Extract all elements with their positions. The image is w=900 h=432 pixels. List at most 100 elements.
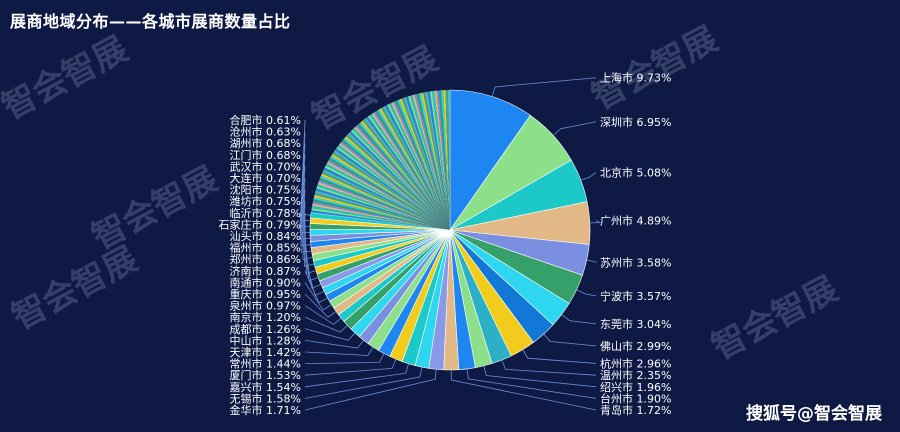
pie-slice-other[interactable] <box>317 184 450 230</box>
pie-slice-other[interactable] <box>364 117 450 230</box>
pie-slice-other[interactable] <box>438 90 450 231</box>
pie-slice-other[interactable] <box>432 90 450 230</box>
pie-slice-other[interactable] <box>314 192 450 230</box>
pie-slice-other[interactable] <box>330 155 450 230</box>
slice-label-福州市: 福州市 0.85% <box>230 241 301 255</box>
pie-slice-other[interactable] <box>312 201 450 230</box>
slice-label-深圳市: 深圳市 6.95% <box>600 115 671 129</box>
pie-slice-other[interactable] <box>331 153 450 230</box>
pie-slice-other[interactable] <box>326 161 450 230</box>
pie-slice-other[interactable] <box>377 109 450 230</box>
pie-slice-other[interactable] <box>322 169 450 230</box>
pie-slice-other[interactable] <box>405 96 450 230</box>
pie-slice-other[interactable] <box>312 199 450 230</box>
pie-slice-other[interactable] <box>360 120 450 230</box>
pie-slice-other[interactable] <box>381 107 450 230</box>
pie-slice-other[interactable] <box>407 95 450 230</box>
pie-slice-other[interactable] <box>447 90 450 230</box>
pie-slice-other[interactable] <box>350 129 450 230</box>
leader-line-嘉兴市 <box>304 363 409 388</box>
pie-slice-other[interactable] <box>311 210 450 230</box>
pie-slice-other[interactable] <box>312 203 450 230</box>
pie-slice-other[interactable] <box>338 142 450 230</box>
pie-slice-other[interactable] <box>443 90 450 230</box>
pie-slice-other[interactable] <box>373 111 450 230</box>
pie-slice-other[interactable] <box>313 194 450 230</box>
pie-slice-other[interactable] <box>412 94 450 230</box>
pie-slice-other[interactable] <box>385 104 450 230</box>
pie-slice-other[interactable] <box>313 197 450 230</box>
pie-slice-other[interactable] <box>352 128 450 230</box>
pie-slice-other[interactable] <box>320 173 450 230</box>
pie-slice-other[interactable] <box>369 114 450 230</box>
pie-slice-other[interactable] <box>315 190 450 230</box>
pie-slice-other[interactable] <box>325 163 450 230</box>
pie-slice-other[interactable] <box>341 139 450 230</box>
pie-slice-other[interactable] <box>327 159 450 230</box>
pie-slice-other[interactable] <box>371 112 450 230</box>
pie-slice-other[interactable] <box>379 108 450 230</box>
pie-slice-other[interactable] <box>367 115 450 230</box>
pie-slice-other[interactable] <box>434 90 450 231</box>
pie-slice-other[interactable] <box>344 136 450 230</box>
pie-slice-other[interactable] <box>336 146 450 230</box>
pie-slice-other[interactable] <box>445 90 450 230</box>
pie-slice-other[interactable] <box>319 177 450 230</box>
pie-slice-other[interactable] <box>403 97 450 230</box>
pie-slice-other[interactable] <box>337 144 450 230</box>
pie-slice-other[interactable] <box>321 171 450 230</box>
pie-slice-other[interactable] <box>328 157 450 230</box>
pie-slice-other[interactable] <box>389 102 450 230</box>
pie-slice-other[interactable] <box>311 208 450 230</box>
pie-slice-other[interactable] <box>317 182 450 230</box>
pie-slice-other[interactable] <box>311 205 450 230</box>
pie-slice-other[interactable] <box>387 103 450 230</box>
pie-slice-other[interactable] <box>418 93 450 230</box>
pie-slice-other[interactable] <box>349 131 450 230</box>
pie-slice-other[interactable] <box>383 105 450 230</box>
pie-slice-other[interactable] <box>359 122 450 230</box>
pie-slice-other[interactable] <box>354 126 450 230</box>
pie-slice-other[interactable] <box>423 92 450 230</box>
pie-slice-other[interactable] <box>391 102 450 230</box>
pie-slice-other[interactable] <box>410 95 450 230</box>
pie-slice-other[interactable] <box>397 99 450 230</box>
leader-line-郑州市 <box>304 259 325 297</box>
watermark-text: 智会智展 <box>0 29 134 128</box>
pie-slice-other[interactable] <box>401 97 450 231</box>
pie-slice-other[interactable] <box>343 137 450 230</box>
pie-slice-other[interactable] <box>420 92 450 230</box>
pie-slice-other[interactable] <box>324 165 450 230</box>
pie-slice-other[interactable] <box>429 91 450 231</box>
pie-slice-other[interactable] <box>316 186 450 230</box>
pie-slice-other[interactable] <box>416 93 450 231</box>
pie-slice-other[interactable] <box>320 175 450 230</box>
pie-slice-other[interactable] <box>332 152 450 230</box>
pie-slice-other[interactable] <box>395 100 450 231</box>
pie-slice-上海市[interactable] <box>449 89 531 231</box>
pie-slice-other[interactable] <box>427 91 450 231</box>
pie-slice-other[interactable] <box>362 119 450 230</box>
pie-slice-other[interactable] <box>399 98 450 231</box>
pie-slice-other[interactable] <box>315 188 450 230</box>
pie-slice-other[interactable] <box>375 110 450 230</box>
slice-label-苏州市: 苏州市 3.58% <box>600 255 671 269</box>
pie-slice-other[interactable] <box>393 101 450 230</box>
pie-slice-other[interactable] <box>436 90 450 230</box>
pie-slice-other[interactable] <box>357 123 450 230</box>
pie-slice-other[interactable] <box>333 150 450 230</box>
pie-slice-other[interactable] <box>425 91 450 230</box>
pie-slice-other[interactable] <box>318 179 450 230</box>
pie-slice-other[interactable] <box>323 167 450 230</box>
pie-slice-other[interactable] <box>414 94 450 230</box>
pie-slice-other[interactable] <box>347 132 450 230</box>
pie-slice-other[interactable] <box>335 148 450 230</box>
pie-slice-other[interactable] <box>355 125 450 230</box>
pie-slice-合肥市[interactable] <box>310 212 451 231</box>
pie-slice-other[interactable] <box>340 141 450 230</box>
pie-slice-other[interactable] <box>441 90 450 231</box>
leader-line-北京市 <box>580 171 597 181</box>
pie-slice-other[interactable] <box>346 134 450 230</box>
pie-slice-other[interactable] <box>366 116 450 230</box>
leader-line-江门市 <box>299 154 311 233</box>
